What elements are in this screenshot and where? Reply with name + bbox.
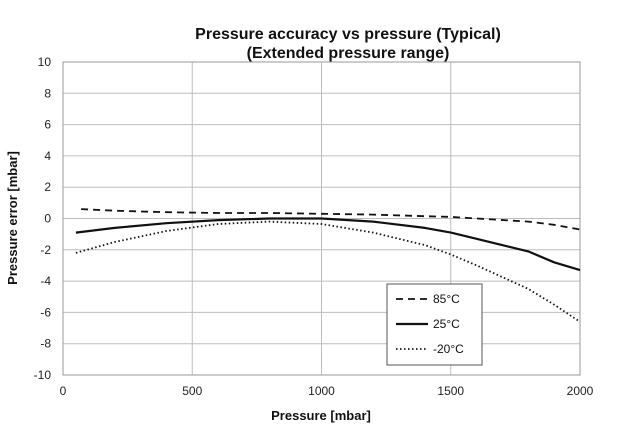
plot-area xyxy=(62,61,581,376)
series-line--20c xyxy=(75,220,581,323)
y-tick-label: 0 xyxy=(44,212,51,226)
x-tick-labels: 0 500 1000 1500 2000 xyxy=(60,384,594,398)
x-tick-label: 1500 xyxy=(437,384,464,398)
chart-subtitle: (Extended pressure range) xyxy=(247,45,450,62)
legend-label: 85°C xyxy=(433,292,460,306)
x-tick-label: 0 xyxy=(60,384,67,398)
y-tick-label: 4 xyxy=(44,149,51,163)
chart-title: Pressure accuracy vs pressure (Typical) xyxy=(195,26,501,43)
y-tick-label: 8 xyxy=(44,86,51,100)
series-lines xyxy=(75,208,581,323)
y-axis-label: Pressure error [mbar] xyxy=(5,151,20,285)
y-tick-label: -8 xyxy=(40,337,51,351)
legend: 85°C 25°C -20°C xyxy=(386,283,483,366)
y-tick-label: 6 xyxy=(44,118,51,132)
y-tick-label: -6 xyxy=(40,305,51,319)
x-tick-label: 2000 xyxy=(567,384,594,398)
legend-label: 25°C xyxy=(433,317,460,331)
x-tick-label: 500 xyxy=(182,384,202,398)
y-tick-label: -10 xyxy=(34,368,52,382)
series-line-85c xyxy=(81,208,581,231)
legend-label: -20°C xyxy=(433,342,464,356)
x-axis-label: Pressure [mbar] xyxy=(271,408,371,423)
y-tick-labels: 10 8 6 4 2 0 -2 -4 -6 -8 -10 xyxy=(34,55,52,382)
x-tick-label: 1000 xyxy=(308,384,335,398)
y-tick-label: 2 xyxy=(44,180,51,194)
series-line-25c xyxy=(75,217,581,272)
y-tick-label: -4 xyxy=(40,274,51,288)
y-tick-label: 10 xyxy=(38,55,52,69)
y-tick-label: -2 xyxy=(40,243,51,257)
